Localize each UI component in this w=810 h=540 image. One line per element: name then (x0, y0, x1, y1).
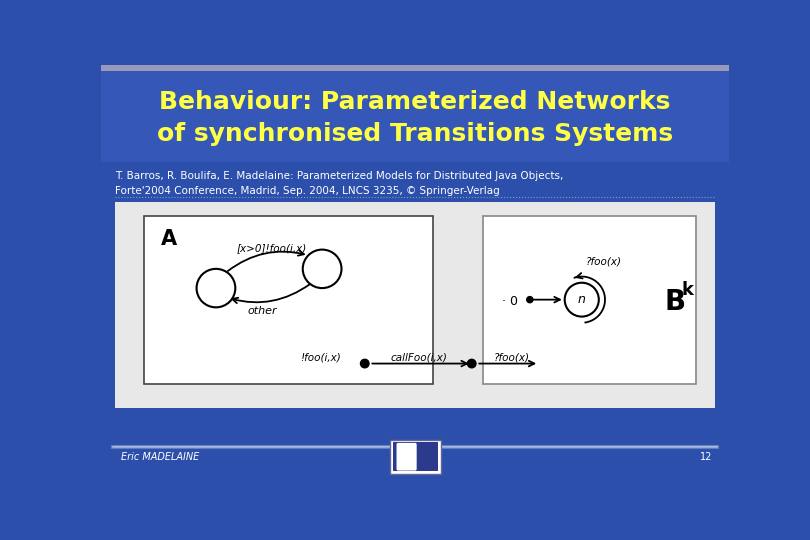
Text: Eric MADELAINE: Eric MADELAINE (121, 453, 199, 462)
Text: callFoo(i,x): callFoo(i,x) (390, 353, 447, 362)
Text: [x>0]!foo(i,x): [x>0]!foo(i,x) (237, 243, 307, 253)
Text: !foo(i,x): !foo(i,x) (301, 353, 341, 362)
Bar (101, 65, 729, 71)
Text: Behaviour: Parameterized Networks: Behaviour: Parameterized Networks (160, 90, 671, 114)
Text: B: B (664, 288, 685, 316)
Text: 12: 12 (700, 453, 712, 462)
Text: ?foo(x): ?foo(x) (586, 256, 621, 266)
Circle shape (526, 296, 533, 303)
Text: n: n (578, 293, 586, 306)
Bar (390, 440, 441, 474)
Text: T. Barros, R. Boulifa, E. Madelaine: Parameterized Models for Distributed Java O: T. Barros, R. Boulifa, E. Madelaine: Par… (115, 171, 564, 196)
Text: other: other (248, 306, 277, 316)
Bar (101, 71, 729, 162)
Circle shape (360, 359, 369, 368)
Text: k: k (682, 281, 694, 299)
FancyBboxPatch shape (397, 443, 416, 470)
Bar (484, 217, 697, 384)
Text: A: A (161, 229, 177, 249)
Text: of synchronised Transitions Systems: of synchronised Transitions Systems (157, 122, 673, 146)
Bar (115, 202, 715, 408)
Bar (144, 217, 433, 384)
Bar (393, 442, 437, 471)
Circle shape (467, 359, 476, 368)
Text: ?foo(x): ?foo(x) (494, 353, 530, 362)
Text: · 0: · 0 (502, 295, 518, 308)
